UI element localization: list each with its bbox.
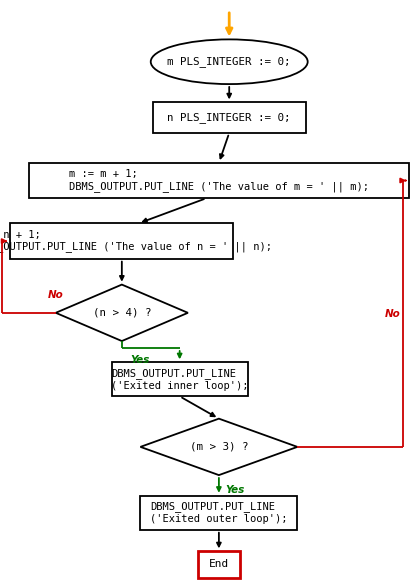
Text: No: No: [385, 309, 401, 319]
Ellipse shape: [151, 39, 308, 84]
Text: (n > 4) ?: (n > 4) ?: [93, 308, 151, 318]
Text: m := m + 1;
DBMS_OUTPUT.PUT_LINE ('The value of m = ' || m);: m := m + 1; DBMS_OUTPUT.PUT_LINE ('The v…: [69, 169, 369, 192]
Text: n := n + 1;
DBMS_OUTPUT.PUT_LINE ('The value of n = ' || n);: n := n + 1; DBMS_OUTPUT.PUT_LINE ('The v…: [0, 230, 272, 252]
FancyBboxPatch shape: [10, 223, 233, 259]
Text: No: No: [47, 290, 63, 300]
Text: Yes: Yes: [130, 355, 150, 365]
Text: DBMS_OUTPUT.PUT_LINE
('Exited outer loop');: DBMS_OUTPUT.PUT_LINE ('Exited outer loop…: [150, 502, 287, 524]
Text: n PLS_INTEGER := 0;: n PLS_INTEGER := 0;: [167, 112, 291, 123]
FancyBboxPatch shape: [29, 163, 409, 198]
Polygon shape: [140, 419, 297, 475]
FancyBboxPatch shape: [112, 362, 248, 396]
FancyBboxPatch shape: [140, 496, 297, 530]
FancyBboxPatch shape: [153, 102, 306, 133]
Text: (m > 3) ?: (m > 3) ?: [190, 442, 248, 452]
Polygon shape: [56, 285, 188, 341]
Text: DBMS_OUTPUT.PUT_LINE
('Exited inner loop');: DBMS_OUTPUT.PUT_LINE ('Exited inner loop…: [111, 368, 248, 390]
FancyBboxPatch shape: [198, 552, 240, 577]
Text: End: End: [209, 559, 229, 570]
Text: m PLS_INTEGER := 0;: m PLS_INTEGER := 0;: [167, 56, 291, 67]
Text: Yes: Yes: [225, 485, 244, 495]
